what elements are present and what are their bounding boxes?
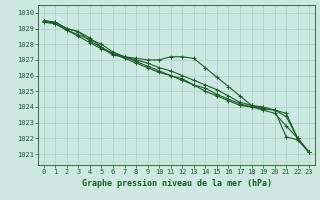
X-axis label: Graphe pression niveau de la mer (hPa): Graphe pression niveau de la mer (hPa) [82,179,271,188]
